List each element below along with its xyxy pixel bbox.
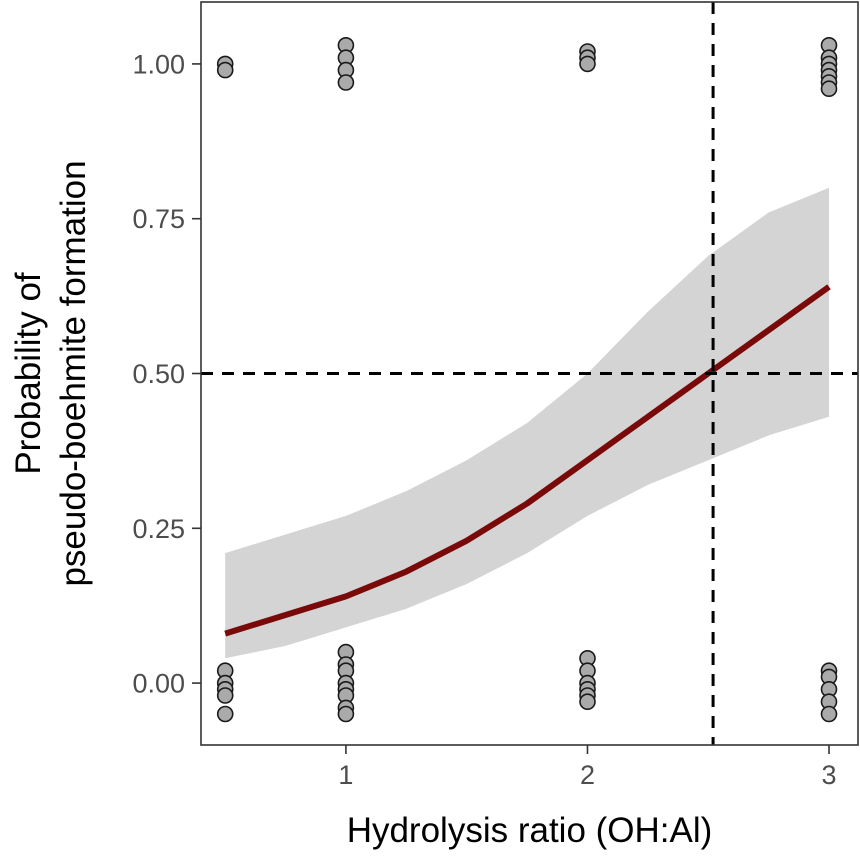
x-tick-label: 3 — [821, 760, 836, 790]
data-point — [337, 74, 355, 91]
x-axis-title: Hydrolysis ratio (OH:Al) — [347, 811, 713, 850]
data-point — [337, 705, 355, 723]
fit-line-layer — [224, 284, 831, 637]
y-tick-label: 0.50 — [132, 359, 185, 389]
reference-lines-layer — [201, 2, 858, 745]
y-axis-title-line-1: Probability of — [9, 272, 48, 475]
data-point — [579, 693, 596, 711]
x-axis: 1 2 3 — [338, 745, 837, 790]
y-axis-title-line-2: pseudo-boehmite formation — [54, 160, 93, 586]
confidence-ribbon — [225, 187, 829, 659]
data-point — [216, 705, 234, 723]
fit-line — [224, 284, 831, 637]
data-point — [820, 80, 838, 97]
confidence-ribbon-layer — [225, 187, 829, 659]
data-point — [820, 705, 838, 723]
y-tick-label: 1.00 — [132, 49, 185, 79]
y-tick-label: 0.75 — [132, 204, 185, 234]
x-tick-label: 2 — [580, 760, 595, 790]
data-point — [579, 55, 596, 73]
data-point — [216, 61, 234, 79]
y-axis: 0.00 0.25 0.50 0.75 1.00 — [132, 49, 201, 699]
y-tick-label: 0.25 — [132, 514, 185, 544]
y-tick-label: 0.00 — [132, 669, 185, 699]
y-axis-title: Probability of pseudo-boehmite formation — [9, 160, 93, 586]
x-tick-label: 1 — [338, 760, 353, 790]
data-points-layer — [216, 36, 838, 723]
data-point — [216, 687, 234, 704]
